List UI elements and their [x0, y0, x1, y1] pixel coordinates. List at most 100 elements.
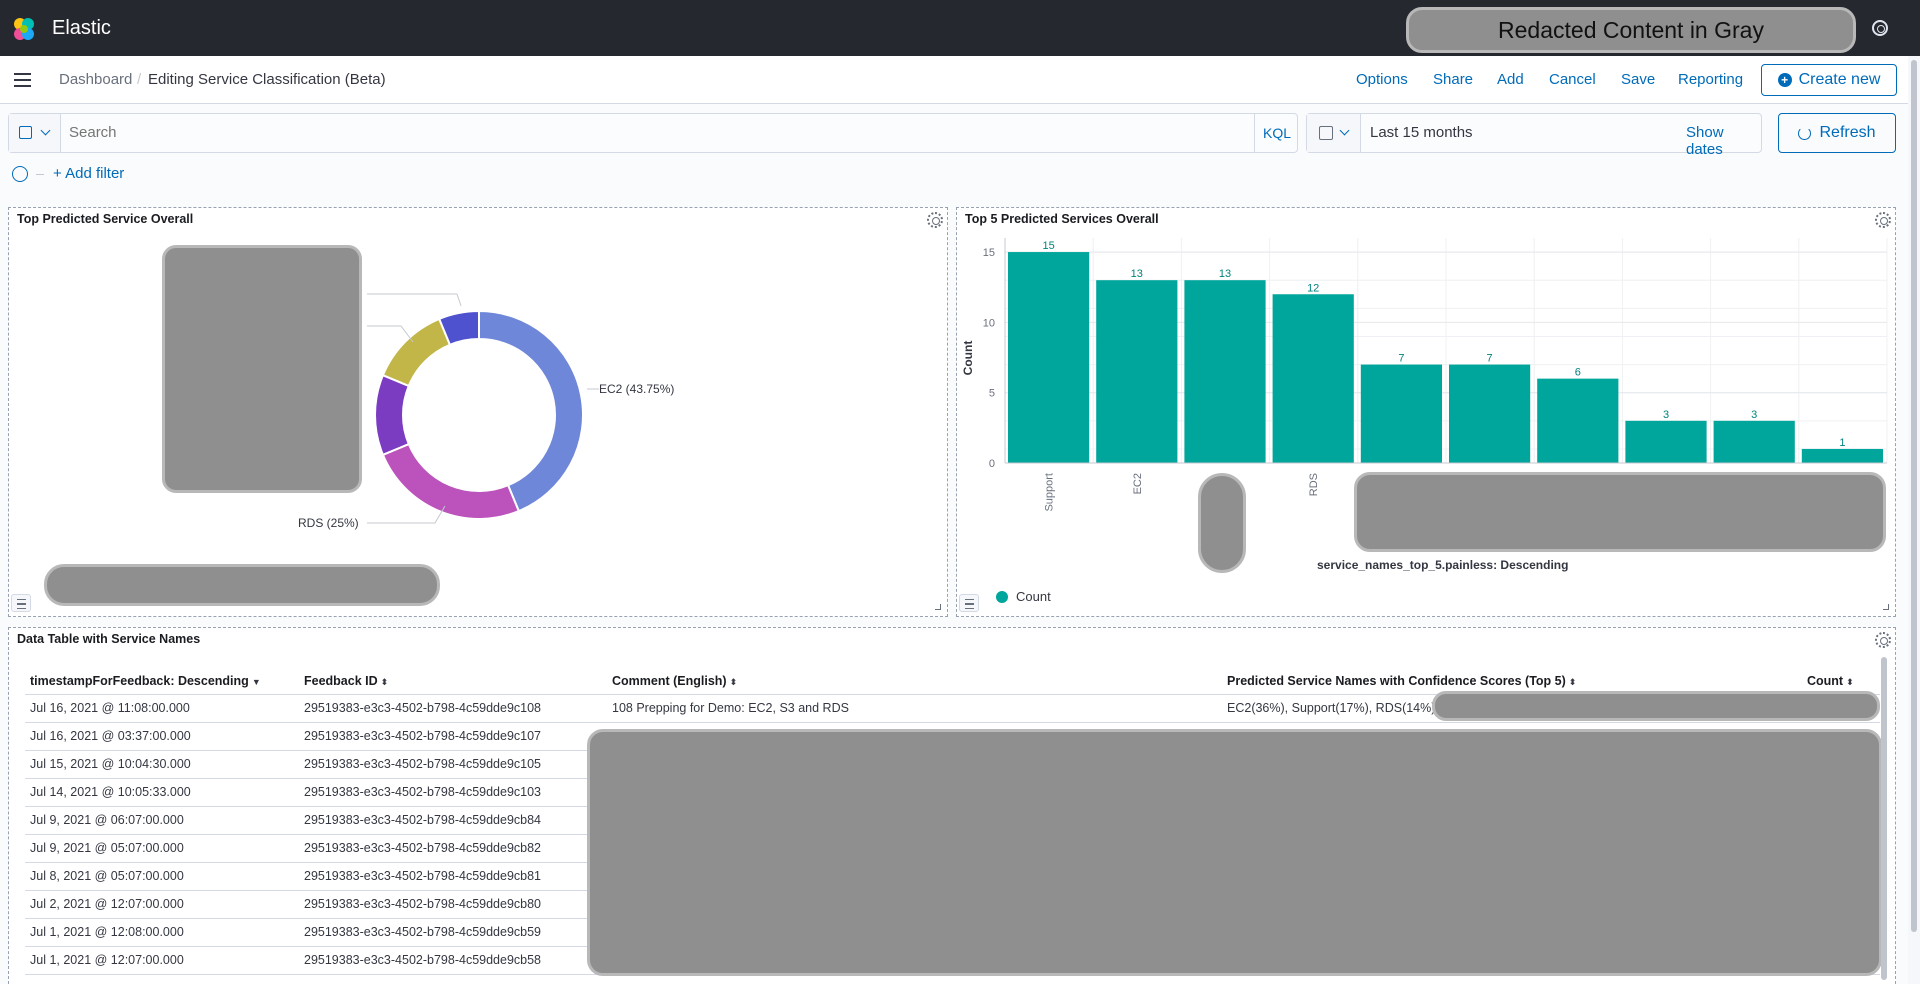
column-header-comment[interactable]: Comment (English) ⬍: [607, 668, 1222, 695]
table-cell: Jul 16, 2021 @ 11:08:00.000: [25, 694, 299, 723]
x-tick-label: EC2: [1132, 473, 1144, 494]
chevron-down-icon: [40, 125, 51, 136]
leader-line: [367, 505, 446, 524]
table-cell: 29519383-e3c3-4502-b798-4c59dde9c108: [299, 694, 607, 723]
donut-slice[interactable]: [381, 317, 452, 388]
donut-slice[interactable]: [478, 309, 584, 513]
bar-value-label: 12: [1307, 282, 1319, 294]
legend-count[interactable]: Count: [996, 589, 1051, 604]
table-cell: Jul 8, 2021 @ 05:07:00.000: [25, 862, 299, 891]
donut-chart: [367, 293, 599, 524]
legend-toggle-icon[interactable]: [959, 594, 979, 612]
donut-slice[interactable]: [381, 442, 521, 520]
panel-options-gear-icon[interactable]: [1875, 212, 1891, 228]
filter-icon[interactable]: [12, 166, 28, 182]
bar-value-label: 7: [1398, 353, 1404, 365]
sort-desc-icon: ▼: [251, 676, 261, 687]
donut-panel: Top Predicted Service Overall EC2 (43.75…: [8, 207, 948, 617]
plus-circle-icon: +: [1777, 73, 1792, 87]
donut-slice[interactable]: [374, 373, 411, 457]
refresh-button[interactable]: Refresh: [1778, 113, 1896, 153]
bar[interactable]: [1537, 378, 1619, 463]
y-tick-label: 10: [983, 317, 995, 329]
column-header-feedback-id[interactable]: Feedback ID ⬍: [299, 668, 607, 695]
refresh-icon: [1798, 126, 1812, 140]
bar[interactable]: [1360, 364, 1442, 463]
panel-title: Top 5 Predicted Services Overall: [965, 212, 1159, 226]
bar-panel: Top 5 Predicted Services Overall 0 5 10 15 C…: [956, 207, 1896, 617]
redacted-banner: Redacted Content in Gray: [1406, 7, 1856, 53]
saved-query-icon: [19, 126, 32, 139]
table-cell: Jul 2, 2021 @ 12:07:00.000: [25, 890, 299, 919]
scroll-thumb[interactable]: [1911, 60, 1917, 932]
panel-options-gear-icon[interactable]: [1875, 632, 1891, 648]
cancel-button[interactable]: Cancel: [1549, 71, 1596, 88]
options-button[interactable]: Options: [1356, 71, 1408, 88]
menu-icon[interactable]: [14, 73, 31, 87]
add-button[interactable]: Add: [1497, 71, 1524, 88]
date-range[interactable]: Last 15 months: [1370, 124, 1473, 141]
bar-value-label: 6: [1575, 367, 1581, 379]
bar-value-label: 13: [1131, 268, 1143, 280]
bar[interactable]: [1096, 280, 1178, 463]
save-button[interactable]: Save: [1621, 71, 1656, 88]
brand-name[interactable]: Elastic: [52, 17, 111, 39]
reporting-button[interactable]: Reporting: [1678, 71, 1744, 88]
create-new-button[interactable]: + Create new: [1761, 64, 1897, 96]
y-tick-label: 15: [983, 247, 995, 259]
table-cell: 29519383-e3c3-4502-b798-4c59dde9cb84: [299, 806, 607, 835]
breadcrumb-current: Editing Service Classification (Beta): [148, 71, 386, 88]
bar[interactable]: [1625, 420, 1707, 463]
bar[interactable]: [1008, 252, 1090, 463]
page-scrollbar[interactable]: [1908, 56, 1920, 984]
table-cell: Jul 1, 2021 @ 12:07:00.000: [25, 946, 299, 975]
panel-options-gear-icon[interactable]: [927, 212, 943, 228]
bar[interactable]: [1713, 420, 1795, 463]
bar[interactable]: [1449, 364, 1531, 463]
elastic-logo-icon[interactable]: [12, 17, 36, 41]
redacted-block: [44, 564, 440, 606]
bar-chart: 0 5 10 15 Count 15 Support 13 EC2 13 12 RDS 7 7 6 3 3 1: [961, 238, 1888, 512]
resize-handle-icon[interactable]: [1883, 604, 1889, 610]
y-axis-title: Count: [961, 341, 975, 376]
y-tick-label: 0: [989, 458, 995, 470]
breadcrumb-dashboard[interactable]: Dashboard: [59, 71, 133, 88]
table-row[interactable]: Jul 16, 2021 @ 11:08:00.000 29519383-e3c3…: [25, 694, 1880, 723]
redacted-tick-labels: [1354, 472, 1886, 552]
table-cell: 29519383-e3c3-4502-b798-4c59dde9cb59: [299, 918, 607, 947]
date-picker: Last 15 months Show dates: [1306, 113, 1762, 158]
bar[interactable]: [1272, 294, 1354, 463]
sort-icon: ⬍: [1846, 676, 1854, 687]
slice-label-rds: RDS (25%): [298, 516, 359, 530]
resize-handle-icon[interactable]: [935, 604, 941, 610]
panel-title: Data Table with Service Names: [17, 632, 201, 646]
share-button[interactable]: Share: [1433, 71, 1474, 88]
column-header-count[interactable]: Count ⬍: [1802, 668, 1880, 695]
bar-value-label: 3: [1751, 409, 1757, 421]
help-icon[interactable]: [1872, 20, 1888, 36]
sort-icon: ⬍: [1568, 676, 1577, 687]
show-dates-button[interactable]: Show dates: [1686, 124, 1724, 158]
y-tick-label: 5: [989, 388, 995, 400]
slice-label-ec2: EC2 (43.75%): [599, 382, 675, 396]
quick-select-menu[interactable]: [1307, 114, 1361, 152]
bar[interactable]: [1801, 448, 1883, 463]
dashboard-nav: Dashboard / Editing Service Classificati…: [0, 56, 1908, 104]
legend-swatch: [996, 590, 1008, 603]
create-new-label: Create new: [1798, 71, 1881, 88]
redacted-cell: [1432, 691, 1880, 721]
table-cell: 29519383-e3c3-4502-b798-4c59dde9c107: [299, 722, 607, 751]
table-cell: 29519383-e3c3-4502-b798-4c59dde9c105: [299, 750, 607, 779]
bar[interactable]: [1184, 280, 1266, 463]
donut-slice[interactable]: [437, 309, 480, 347]
table-scrollbar[interactable]: [1881, 657, 1887, 980]
add-filter-button[interactable]: + Add filter: [53, 165, 125, 182]
saved-query-menu[interactable]: [9, 114, 61, 152]
column-header-predicted[interactable]: Predicted Service Names with Confidence …: [1222, 668, 1802, 695]
redacted-table-region: [587, 729, 1882, 976]
sort-icon: ⬍: [729, 676, 738, 687]
kql-toggle[interactable]: KQL: [1254, 114, 1299, 152]
column-header-timestamp[interactable]: timestampForFeedback: Descending ▼: [25, 668, 299, 695]
search-input[interactable]: [69, 124, 969, 141]
legend-toggle-icon[interactable]: [11, 594, 31, 612]
